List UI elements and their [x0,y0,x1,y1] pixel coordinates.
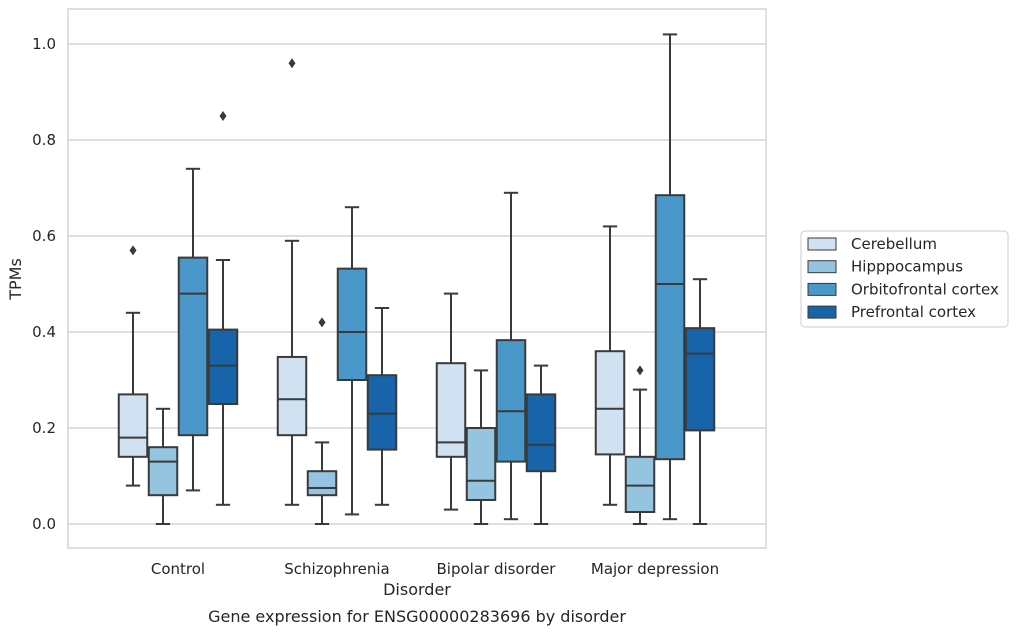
box [117,245,149,487]
boxes-layer [117,33,716,525]
x-tick-label: Major depression [591,560,719,578]
legend-label: Hipppocampus [851,258,963,276]
box-iqr [177,256,209,437]
box-iqr [207,328,239,406]
y-tick-label: 0.4 [32,323,56,341]
box [147,407,179,525]
box-iqr [366,374,398,451]
box [336,206,368,516]
legend-label: Cerebellum [851,235,937,253]
outlier-point [318,317,326,328]
outlier-point [219,111,227,121]
y-axis-label: TPMs [6,258,25,301]
plot-frame [67,8,767,549]
legend-label: Prefrontal cortex [851,303,976,321]
box [276,58,308,506]
box-iqr [306,470,338,497]
box-iqr [495,339,527,463]
legend-label: Orbitofrontal cortex [851,280,999,298]
x-tick-label: Control [151,560,205,578]
box [435,292,467,511]
figure-caption: Gene expression for ENSG00000283696 by d… [208,607,626,626]
legend-swatch [807,237,837,251]
box [177,167,209,492]
y-tick-label: 0.8 [32,131,56,149]
legend-frame [800,230,1009,328]
x-axis-label: Disorder [383,580,451,599]
y-tick-label: 1.0 [32,35,56,53]
outlier-point [636,365,644,376]
box [624,365,656,525]
box-iqr [684,327,716,432]
box-iqr [117,393,149,458]
box-iqr [435,362,467,458]
box [594,225,626,506]
legend: Cerebellum Hipppocampus Orbitofrontal cort… [800,230,1009,328]
box-iqr [276,355,308,437]
x-tick-labels: Control Schizophrenia Bipolar disorder Majo… [151,560,719,578]
y-tick-label: 0.2 [32,419,56,437]
box [684,278,716,525]
box [654,33,686,521]
box-iqr [594,350,626,456]
box-iqr [336,267,368,382]
legend-swatch [807,260,837,274]
x-tick-label: Bipolar disorder [437,560,557,578]
box [207,111,239,506]
box-iqr [654,194,686,461]
y-tick-labels: 0.0 0.2 0.4 0.6 0.8 1.0 [32,35,56,533]
box-iqr [525,393,557,473]
box [306,317,338,525]
box [525,364,557,525]
box-iqr [147,446,179,497]
x-tick-label: Schizophrenia [284,560,389,578]
legend-swatch [807,282,837,296]
outlier-point [288,58,296,69]
y-tick-label: 0.0 [32,515,56,533]
box-iqr [624,455,656,513]
legend-swatch [807,305,837,319]
box [495,191,527,521]
box [366,307,398,506]
y-tick-label: 0.6 [32,227,56,245]
box [465,369,497,525]
outlier-point [129,245,137,256]
box-iqr [465,427,497,501]
